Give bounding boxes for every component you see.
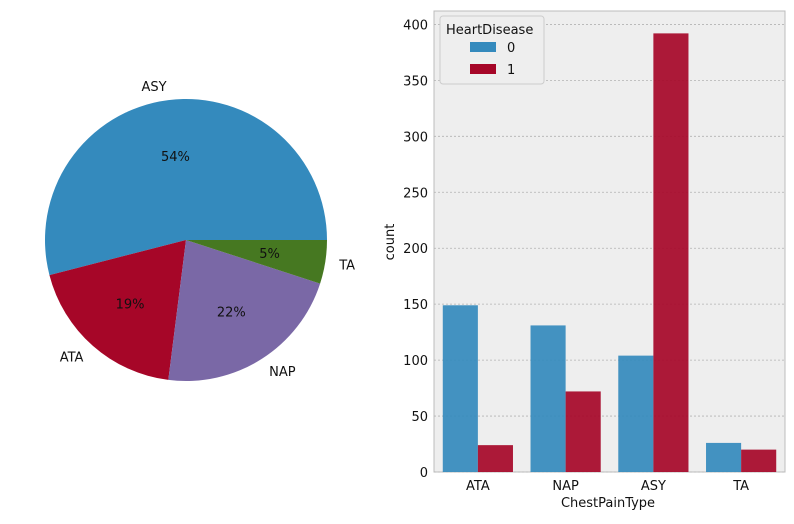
legend-label-0: 0 [507,41,515,56]
bar-nap-0 [530,325,566,472]
legend: HeartDisease 0 1 [439,15,545,85]
y-tick-label: 400 [403,18,428,33]
legend-title: HeartDisease [446,23,533,38]
y-tick-label: 200 [403,242,428,257]
x-tick-label: ASY [641,479,666,494]
bar-asy-1 [653,33,689,473]
bar-ta-1 [741,449,777,472]
y-tick-label: 100 [403,354,428,369]
x-axis-label: ChestPainType [561,496,655,511]
bar-nap-1 [565,391,601,472]
y-tick-label: 300 [403,130,428,145]
pie-label-ata: ATA [60,350,84,365]
legend-label-1: 1 [507,63,515,78]
y-axis-ticks: 0 50 100 150 200 250 300 350 400 [403,18,428,481]
bar-asy-0 [618,355,654,472]
bar-ata-0 [442,305,478,472]
bar-ta-0 [706,442,742,472]
pie-label-nap: NAP [269,365,296,380]
pie-slice-nap [168,240,321,381]
bar-ata-1 [477,445,513,472]
x-tick-label: NAP [552,479,579,494]
pie-slice-asy [44,98,328,276]
y-tick-label: 350 [403,74,428,89]
y-tick-label: 150 [403,298,428,313]
pie-slice-ata [49,240,186,380]
pie-slice-ta [186,240,327,284]
pie-label-asy: ASY [141,80,166,95]
x-tick-label: ATA [466,479,490,494]
bar-chart: 0 50 100 150 200 250 300 350 400 ATA NAP ASY TA Che… [383,10,786,511]
pie-pct-nap: 22% [217,305,246,320]
pie-chart: ASY 54% ATA 19% NAP 22% TA 5% [44,80,355,381]
y-axis-label: count [383,224,398,261]
pie-label-ta: TA [338,258,355,273]
plot-area [433,10,786,473]
y-tick-label: 50 [411,410,428,425]
y-tick-label: 0 [420,466,428,481]
y-tick-label: 250 [403,186,428,201]
pie-pct-ata: 19% [116,297,145,312]
legend-swatch-1 [470,64,496,74]
x-tick-label: TA [732,479,749,494]
pie-pct-asy: 54% [161,150,190,165]
pie-pct-ta: 5% [259,247,280,262]
x-axis-ticks: ATA NAP ASY TA [466,479,749,494]
legend-swatch-0 [470,42,496,52]
bars [442,33,777,473]
